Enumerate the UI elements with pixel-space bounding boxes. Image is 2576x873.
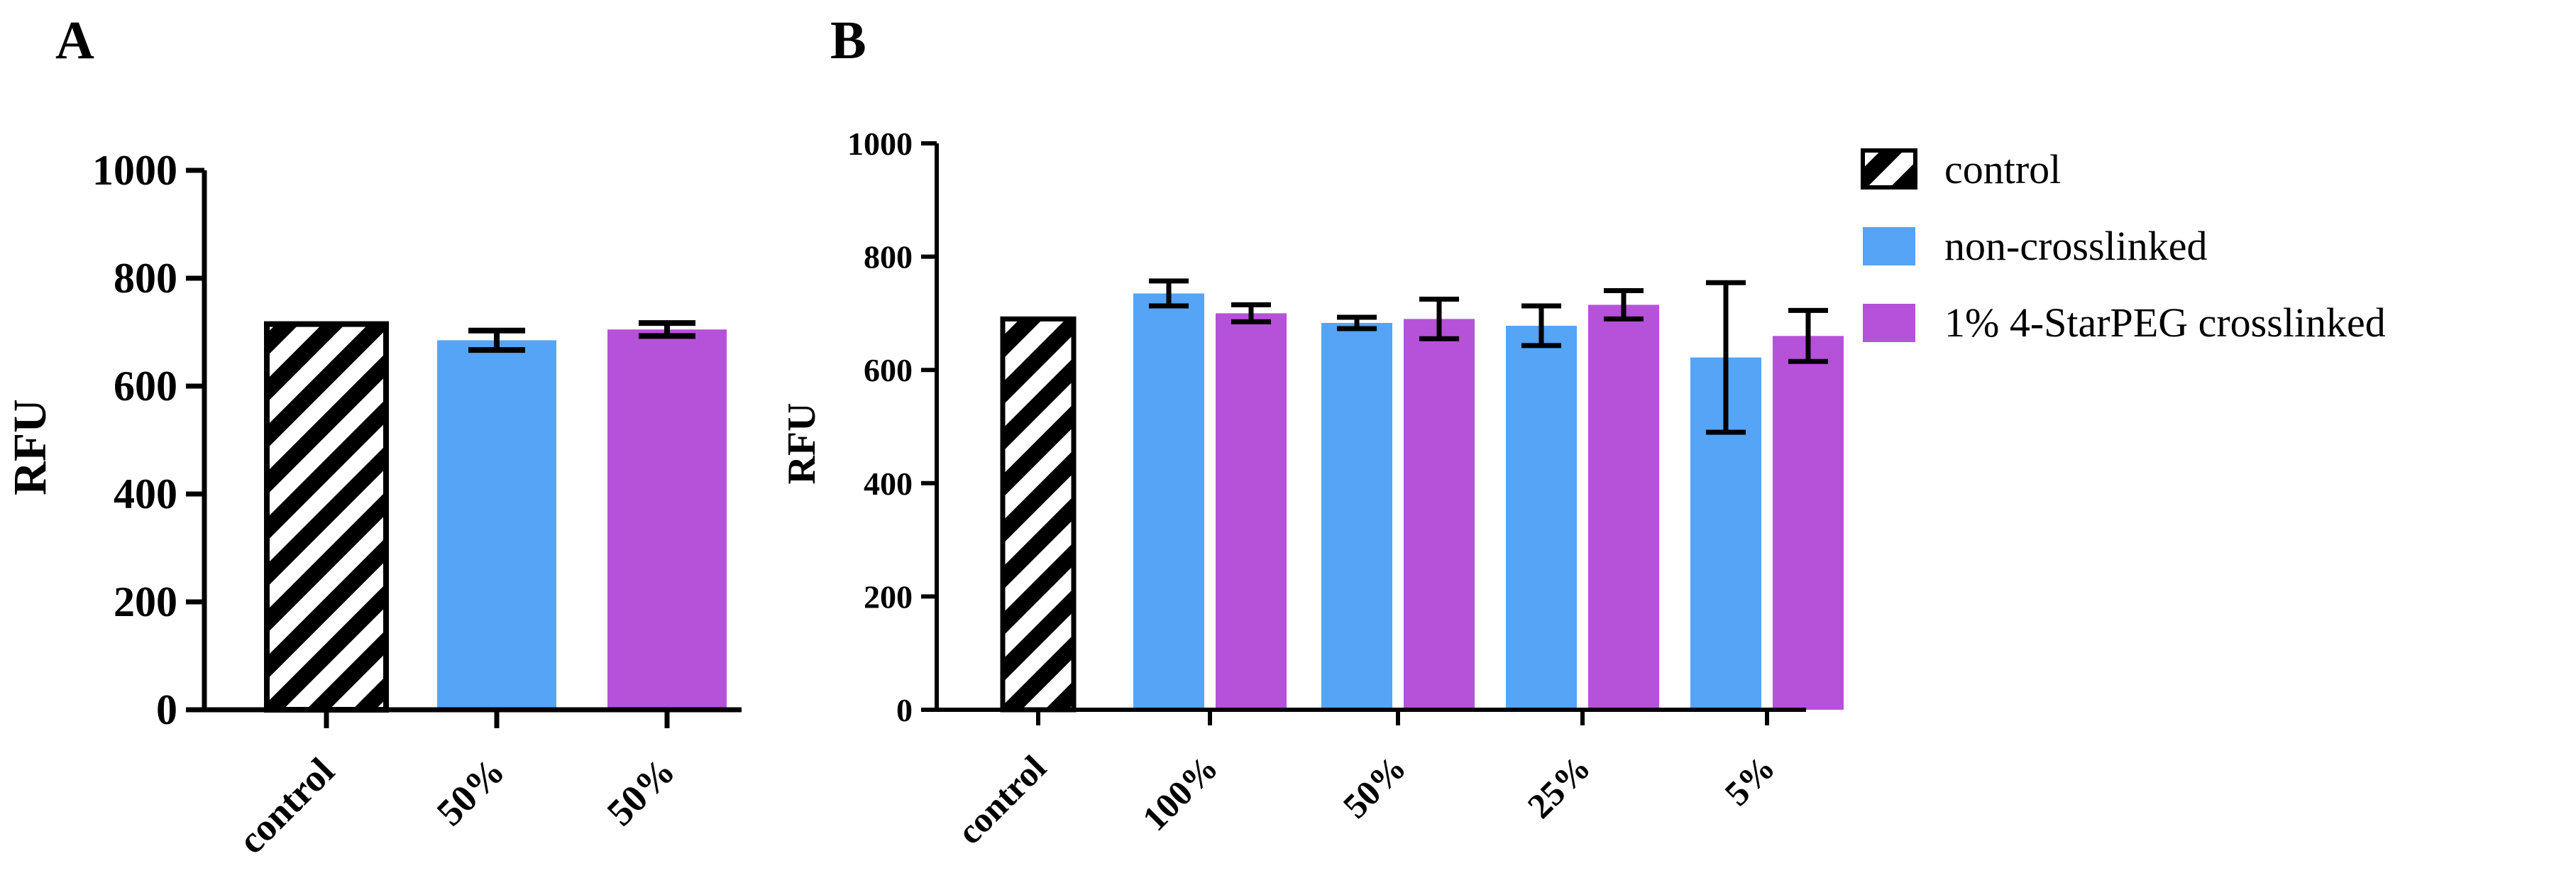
y-tick-label: 0 xyxy=(896,692,913,728)
y-tick-label: 800 xyxy=(864,239,913,275)
error-bar xyxy=(1706,280,1746,435)
panel-letter-b: B xyxy=(830,11,866,70)
error-bar xyxy=(1521,303,1561,348)
x-ticks-b: control 100% 50% 25% 5% xyxy=(950,710,1783,852)
bar-control xyxy=(264,321,389,713)
y-tick-label: 1000 xyxy=(847,126,913,162)
legend-swatch-control xyxy=(1861,148,1917,190)
legend-label-non-crosslinked: non-crosslinked xyxy=(1944,223,2208,269)
legend-swatch-non-crosslinked xyxy=(1863,227,1915,265)
error-bar xyxy=(1337,314,1377,331)
x-tick-label: control xyxy=(230,750,342,862)
legend-swatch-crosslinked xyxy=(1863,304,1915,342)
x-tick-label: 50% xyxy=(599,750,683,834)
x-tick-label: 50% xyxy=(429,750,513,834)
bar-1-4-starpeg-crosslinked xyxy=(1404,319,1475,710)
legend-label-control: control xyxy=(1944,146,2061,192)
chart-panel-b: RFU 0 200 400 600 800 1000 control 100% 50% 25% 5… xyxy=(780,126,1844,852)
y-tick-label: 400 xyxy=(864,466,913,502)
bar-non-crosslinked xyxy=(1321,322,1392,710)
error-bar xyxy=(639,320,695,339)
bar-1-4-starpeg-crosslinked xyxy=(1773,336,1844,710)
error-bar xyxy=(1604,287,1644,322)
error-bar xyxy=(1231,302,1271,324)
error-bar xyxy=(1788,307,1828,364)
y-tick-label: 200 xyxy=(114,578,177,625)
error-bars-a xyxy=(468,320,695,353)
bar-non-crosslinked xyxy=(437,340,556,710)
legend-item-crosslinked: 1% 4-StarPEG crosslinked xyxy=(1863,300,2386,346)
error-bars-b xyxy=(1149,278,1828,435)
y-tick-label: 0 xyxy=(156,686,177,733)
y-tick-label: 400 xyxy=(114,471,177,517)
bars-b xyxy=(1000,293,1844,713)
legend-item-control: control xyxy=(1861,146,2061,192)
x-tick-label: control xyxy=(950,747,1054,852)
x-tick-label: 100% xyxy=(1135,747,1226,838)
bar-1-4-starpeg-crosslinked xyxy=(607,329,727,710)
y-tick-label: 200 xyxy=(864,578,913,615)
x-tick-label: 50% xyxy=(1335,747,1413,825)
error-bar xyxy=(468,327,525,353)
x-tick-label: 5% xyxy=(1717,747,1783,813)
y-tick-label: 600 xyxy=(864,352,913,388)
bar-1-4-starpeg-crosslinked xyxy=(1216,313,1287,710)
panel-letter-a: A xyxy=(55,11,94,70)
legend-label-crosslinked: 1% 4-StarPEG crosslinked xyxy=(1944,300,2386,346)
x-tick-label: 25% xyxy=(1519,747,1597,825)
bar-control xyxy=(1000,316,1077,713)
bar-non-crosslinked xyxy=(1506,325,1577,710)
legend: control non-crosslinked 1% 4-StarPEG cro… xyxy=(1861,146,2386,346)
error-bar xyxy=(1149,278,1189,309)
y-ticks-b: 0 200 400 600 800 1000 xyxy=(847,126,937,728)
y-ticks-a: 0 200 400 600 800 1000 xyxy=(92,147,204,733)
bars-a xyxy=(264,321,727,713)
y-tick-label: 800 xyxy=(114,255,177,302)
legend-item-non-crosslinked: non-crosslinked xyxy=(1863,223,2208,269)
bar-1-4-starpeg-crosslinked xyxy=(1588,304,1659,710)
x-ticks-a: control 50% 50% xyxy=(230,710,683,862)
y-tick-label: 1000 xyxy=(92,147,177,194)
y-axis-label-b: RFU xyxy=(780,402,824,484)
y-tick-label: 600 xyxy=(114,363,177,410)
y-axis-label-a: RFU xyxy=(4,399,56,495)
error-bar xyxy=(1419,296,1459,341)
chart-panel-a: RFU 0 200 400 600 800 1000 control 50% 50% xyxy=(4,147,742,862)
bar-non-crosslinked xyxy=(1133,293,1204,710)
